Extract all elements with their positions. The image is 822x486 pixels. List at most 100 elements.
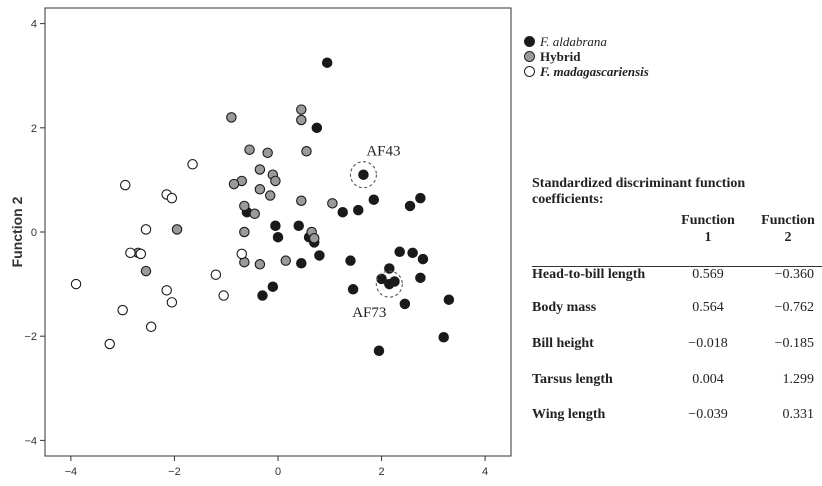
point-madagascariensis	[117, 304, 128, 316]
point-madagascariensis	[218, 290, 229, 301]
point-madagascariensis	[70, 278, 82, 290]
point-madagascariensis	[120, 179, 131, 191]
point-hybrid	[239, 200, 250, 212]
legend-item-hybrid: Hybrid	[524, 49, 649, 64]
table-row: Tarsus length 0.004 1.299	[532, 372, 822, 390]
point-aldabrana	[267, 281, 279, 292]
point-madagascariensis	[140, 224, 152, 235]
row-label: Head-to-bill length	[532, 267, 646, 282]
coefficients-table: Standardized discriminant function coeff…	[532, 176, 822, 422]
point-madagascariensis	[161, 285, 172, 296]
data-points	[70, 57, 455, 357]
point-hybrid	[140, 265, 152, 277]
legend-item-madagascariensis: F. madagascariensis	[524, 64, 649, 79]
annotation-label: AF73	[352, 305, 386, 321]
legend-label-hybrid: Hybrid	[540, 49, 581, 64]
highlight-ring	[375, 270, 403, 298]
highlight-ring	[349, 161, 377, 189]
table-row: Wing length −0.039 0.331	[532, 407, 822, 425]
column-header-function-1: Function 1	[681, 213, 735, 245]
axis-ticks: −4 −4 −2 −2 0 0 2 2 4 4	[24, 19, 488, 478]
point-hybrid	[254, 259, 266, 270]
x-tick-label: 0	[275, 466, 281, 478]
point-aldabrana	[415, 272, 426, 284]
point-aldabrana	[293, 220, 304, 231]
point-aldabrana	[347, 284, 359, 295]
point-hybrid	[239, 226, 250, 238]
scatter-plot: −4 −4 −2 −2 0 0 2 2 4 4 Function 2 AF43 AF73	[9, 7, 512, 478]
y-tick-label: 2	[31, 123, 37, 135]
table-row: Body mass 0.564 −0.762	[532, 300, 822, 318]
point-madagascariensis	[125, 247, 136, 259]
legend-swatch-aldabrana	[524, 36, 535, 47]
point-hybrid	[226, 112, 237, 123]
x-tick-label: 2	[378, 466, 384, 478]
point-aldabrana	[415, 192, 426, 204]
y-tick-label: −2	[24, 331, 37, 343]
point-aldabrana	[272, 231, 284, 243]
legend-item-aldabrana: F. aldabrana	[524, 34, 649, 49]
point-aldabrana	[394, 246, 405, 258]
column-header-function-2: Function 2	[761, 213, 815, 245]
row-label: Wing length	[532, 407, 606, 422]
point-hybrid	[171, 224, 183, 235]
point-aldabrana	[311, 122, 323, 134]
point-hybrid	[296, 195, 307, 206]
point-madagascariensis	[210, 269, 222, 280]
function-1-value: 0.004	[692, 372, 724, 387]
x-tick-label: −4	[65, 466, 78, 478]
point-hybrid	[254, 164, 266, 175]
function-2-value: −0.360	[774, 267, 814, 282]
point-madagascariensis	[166, 297, 178, 308]
point-hybrid	[264, 190, 276, 201]
point-aldabrana	[438, 331, 449, 343]
legend-swatch-hybrid	[524, 51, 535, 62]
point-hybrid	[262, 147, 273, 159]
point-hybrid	[244, 144, 255, 155]
row-label: Body mass	[532, 300, 597, 315]
point-aldabrana	[314, 250, 325, 261]
function-2-value: 0.331	[782, 407, 815, 422]
table-row: Bill height −0.018 −0.185	[532, 336, 822, 354]
y-axis-label: Function 2	[9, 196, 25, 267]
point-aldabrana	[337, 206, 348, 218]
point-aldabrana	[443, 294, 455, 305]
point-aldabrana	[399, 298, 411, 310]
row-label: Bill height	[532, 336, 594, 351]
legend-swatch-madagascariensis	[524, 66, 535, 77]
function-1-value: 0.569	[692, 267, 724, 282]
point-aldabrana	[368, 194, 380, 205]
point-aldabrana	[257, 290, 268, 301]
point-hybrid	[301, 146, 312, 157]
function-2-value: 1.299	[782, 372, 815, 387]
y-tick-label: 4	[31, 19, 37, 31]
point-hybrid	[327, 198, 338, 209]
function-2-value: −0.185	[774, 336, 814, 351]
point-madagascariensis	[104, 338, 115, 350]
point-hybrid	[254, 184, 266, 195]
point-hybrid	[249, 208, 260, 220]
legend: F. aldabrana Hybrid F. madagascariensis	[524, 34, 649, 79]
y-tick-label: 0	[31, 227, 37, 239]
point-madagascariensis	[166, 192, 178, 204]
point-aldabrana	[358, 169, 369, 180]
point-hybrid	[270, 175, 281, 187]
point-hybrid	[280, 255, 292, 266]
x-tick-label: −2	[168, 466, 181, 478]
point-aldabrana	[407, 247, 418, 259]
point-madagascariensis	[236, 248, 248, 260]
point-aldabrana	[373, 345, 385, 357]
point-aldabrana	[296, 258, 307, 269]
point-aldabrana	[353, 204, 364, 216]
point-madagascariensis	[135, 248, 147, 260]
x-tick-label: 4	[482, 466, 488, 478]
point-hybrid	[296, 114, 307, 126]
point-aldabrana	[417, 253, 429, 265]
y-tick-label: −4	[24, 435, 37, 447]
coefficients-title: Standardized discriminant function coeff…	[532, 176, 746, 207]
legend-label-aldabrana: F. aldabrana	[540, 34, 607, 49]
legend-label-madagascariensis: F. madagascariensis	[540, 64, 649, 79]
point-madagascariensis	[187, 159, 198, 170]
function-1-value: −0.018	[688, 336, 728, 351]
point-aldabrana	[345, 255, 356, 266]
